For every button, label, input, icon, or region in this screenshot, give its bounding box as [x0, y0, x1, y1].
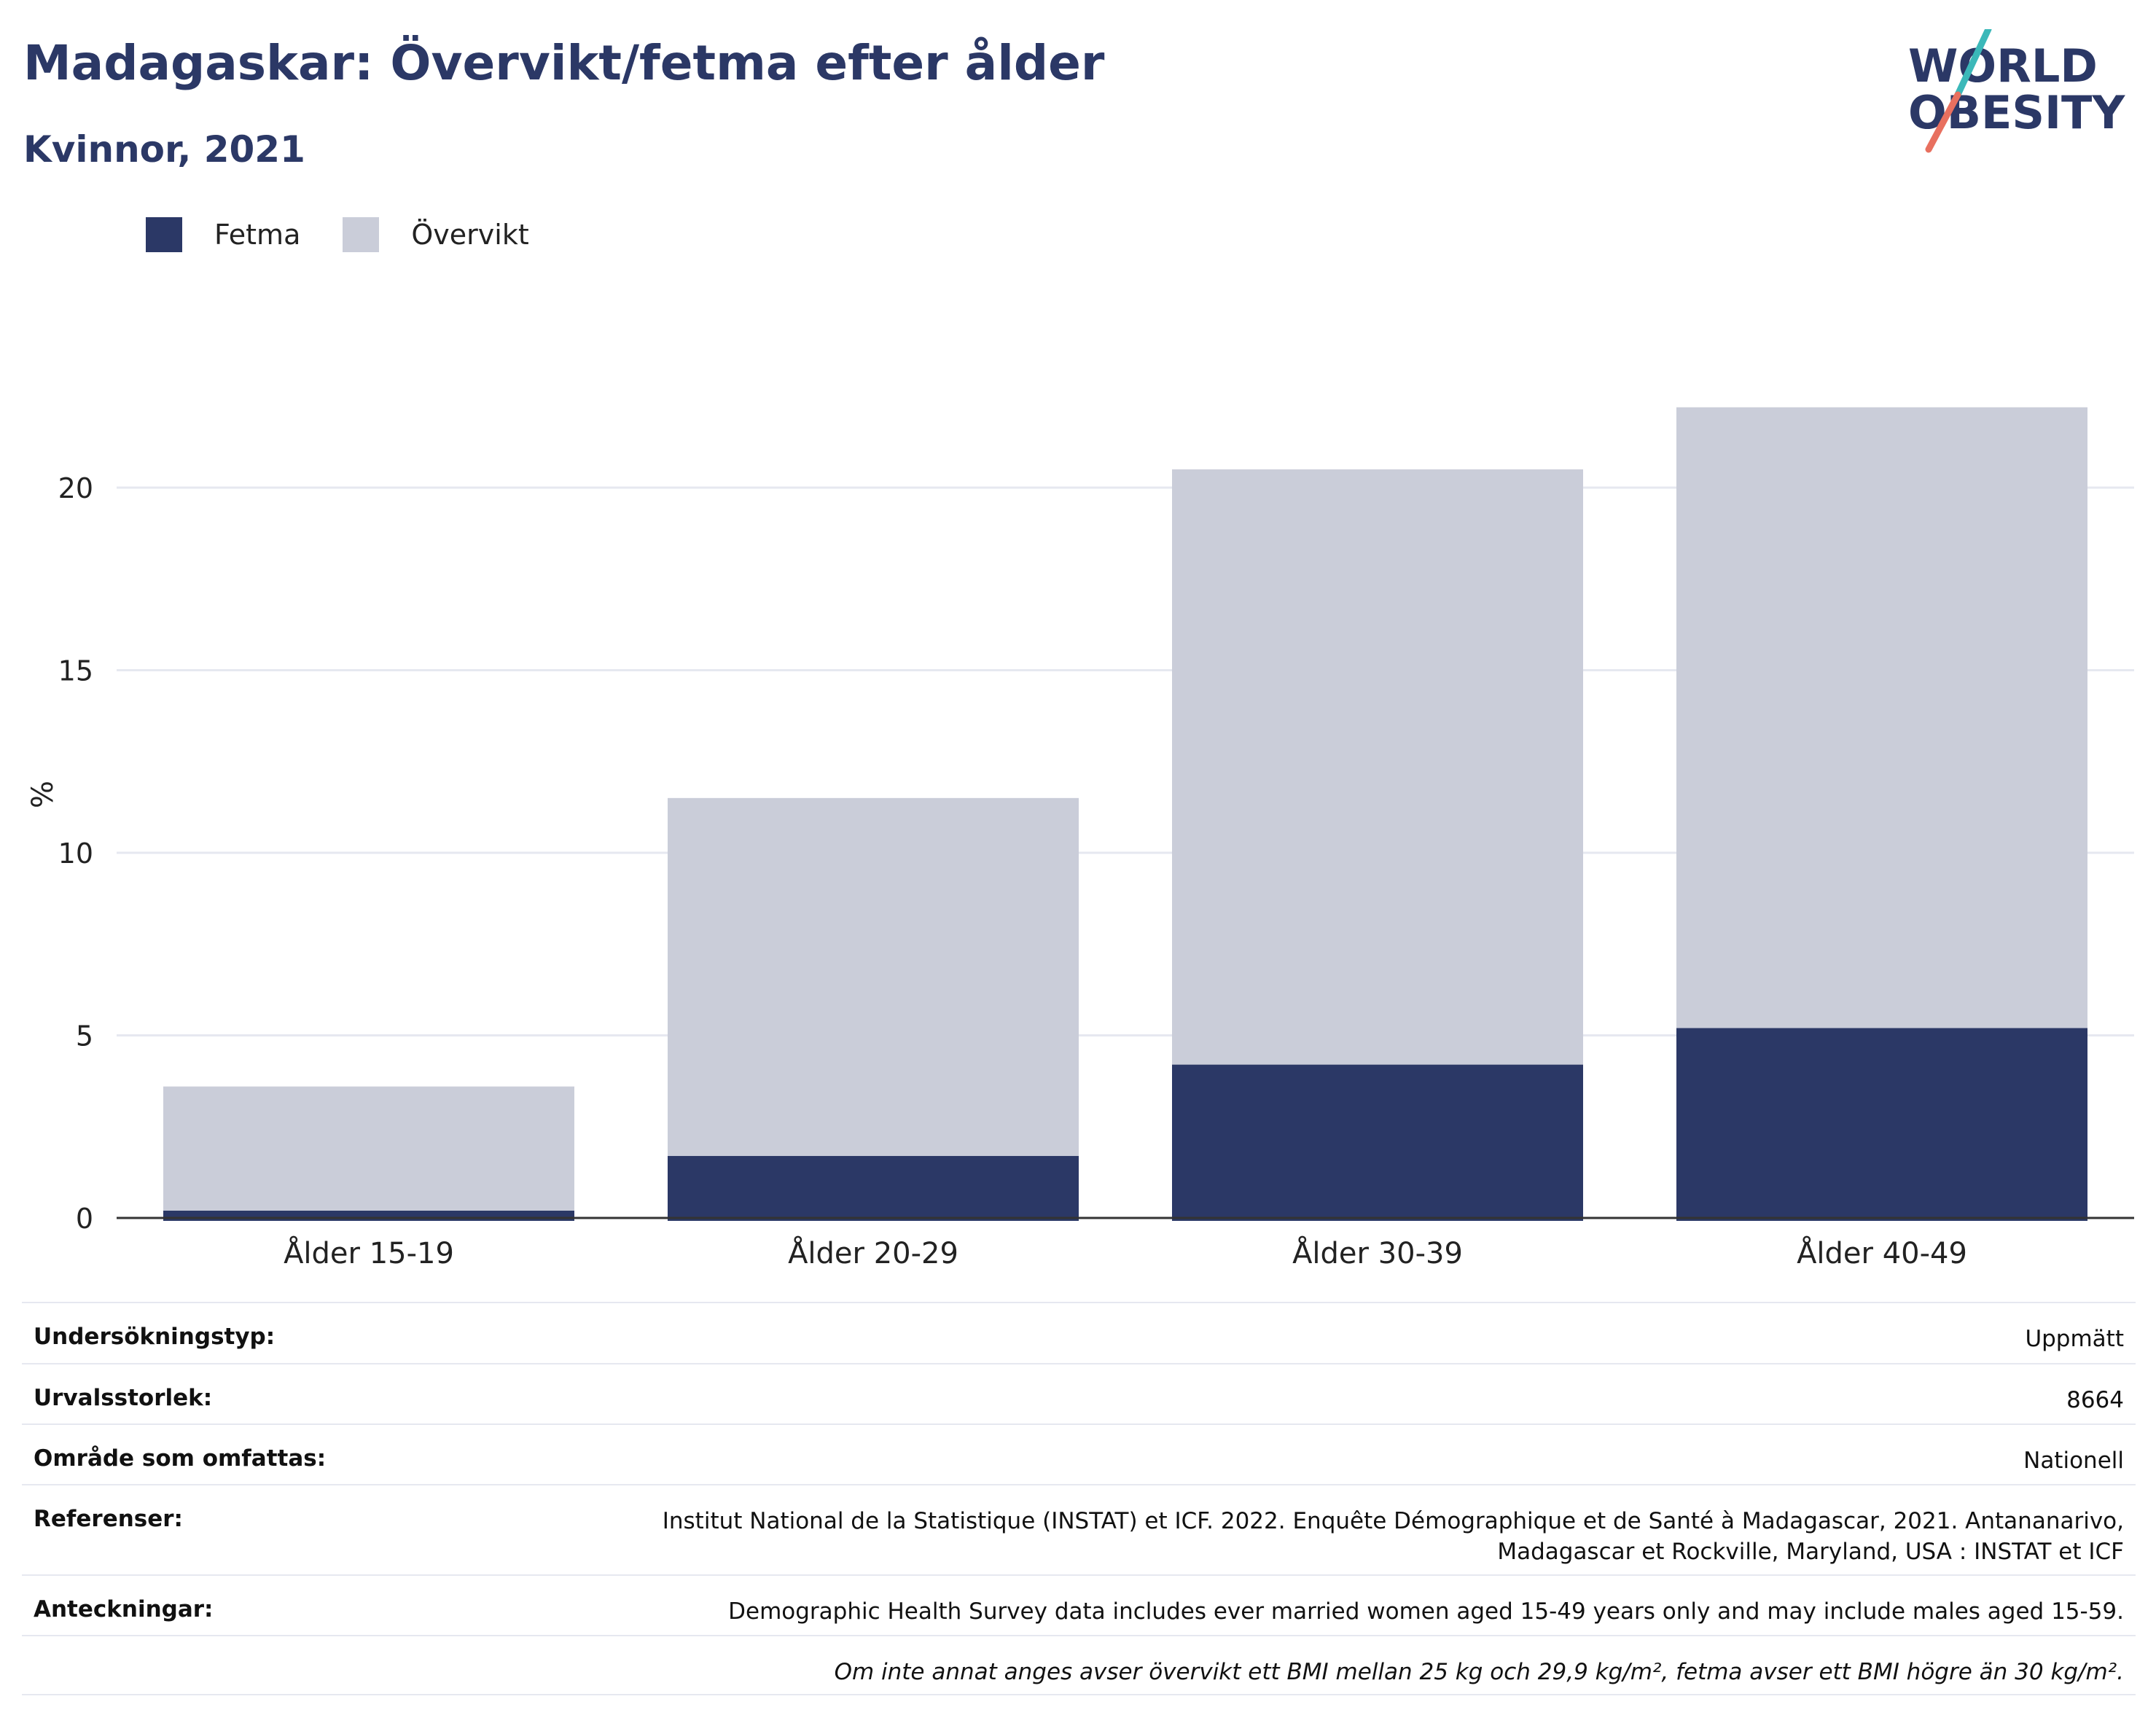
bmi-definition-note: Om inte annat anges avser övervikt ett B…: [834, 1659, 2124, 1685]
legend-swatch-fetma: [146, 217, 182, 252]
info-value: Demographic Health Survey data includes …: [728, 1598, 2124, 1625]
bar-fetma: [163, 1210, 574, 1221]
legend-item-fetma[interactable]: Fetma: [146, 217, 300, 252]
y-axis-label: %: [26, 781, 60, 808]
info-row-coverage: Område som omfattas: Nationell: [22, 1423, 2136, 1484]
y-tick-label: 20: [58, 472, 93, 504]
info-row-notes: Anteckningar: Demographic Health Survey …: [22, 1574, 2136, 1635]
legend-label-overvikt: Övervikt: [411, 219, 529, 251]
info-row-sample-size: Urvalsstorlek: 8664: [22, 1363, 2136, 1423]
reference-line-1: Institut National de la Statistique (INS…: [662, 1508, 2124, 1534]
info-row-definition: Om inte annat anges avser övervikt ett B…: [22, 1635, 2136, 1695]
x-tick-label: Ålder 15-19: [284, 1235, 454, 1270]
x-tick-label: Ålder 30-39: [1292, 1235, 1463, 1270]
info-row-references: Referenser: Institut National de la Stat…: [22, 1484, 2136, 1574]
logo-line1: WORLD: [1908, 39, 2098, 93]
legend-swatch-overvikt: [343, 217, 380, 252]
bar-overvikt: [668, 797, 1079, 1156]
bar-overvikt: [163, 1086, 574, 1211]
y-tick-label: 10: [58, 837, 93, 870]
y-tick-label: 15: [58, 655, 93, 687]
info-label: Anteckningar:: [34, 1596, 214, 1622]
info-label: Referenser:: [34, 1506, 183, 1532]
bar-fetma: [668, 1155, 1079, 1221]
legend-item-overvikt[interactable]: Övervikt: [343, 217, 529, 252]
logo-line2: OBESITY: [1908, 86, 2125, 139]
info-value: 8664: [2066, 1387, 2124, 1413]
reference-line-2: Madagascar et Rockville, Maryland, USA :…: [1497, 1539, 2124, 1565]
y-tick-label: 5: [76, 1020, 93, 1052]
y-tick-label: 0: [76, 1203, 93, 1235]
legend-label-fetma: Fetma: [214, 219, 301, 251]
info-label: Område som omfattas:: [34, 1445, 327, 1472]
info-value: Uppmätt: [2025, 1326, 2124, 1352]
chart-subtitle: Kvinnor, 2021: [23, 128, 305, 171]
bar-fetma: [1676, 1028, 2087, 1221]
info-value: Institut National de la Statistique (INS…: [663, 1506, 2124, 1574]
bar-overvikt: [1676, 407, 2087, 1028]
x-tick-label: Ålder 20-29: [788, 1235, 958, 1270]
bar-fetma: [1172, 1064, 1583, 1221]
survey-info-table: Undersökningstyp: Uppmätt Urvalsstorlek:…: [22, 1302, 2136, 1695]
bar-chart: 0 5 10 15 20% Ålder 15-19 Ålder 20-29 Ålder 30-…: [26, 407, 2134, 1270]
chart-legend: Fetma Övervikt: [146, 217, 571, 252]
chart-title: Madagaskar: Övervikt/fetma efter ålder: [23, 35, 1105, 91]
x-tick-label: Ålder 40-49: [1797, 1235, 1967, 1270]
info-label: Urvalsstorlek:: [34, 1385, 213, 1411]
info-row-survey-type: Undersökningstyp: Uppmätt: [22, 1302, 2136, 1363]
bar-overvikt: [1172, 469, 1583, 1065]
info-label: Undersökningstyp:: [34, 1324, 276, 1350]
world-obesity-logo: WORLD OBESITY: [1908, 29, 2125, 153]
info-value: Nationell: [2023, 1448, 2124, 1474]
